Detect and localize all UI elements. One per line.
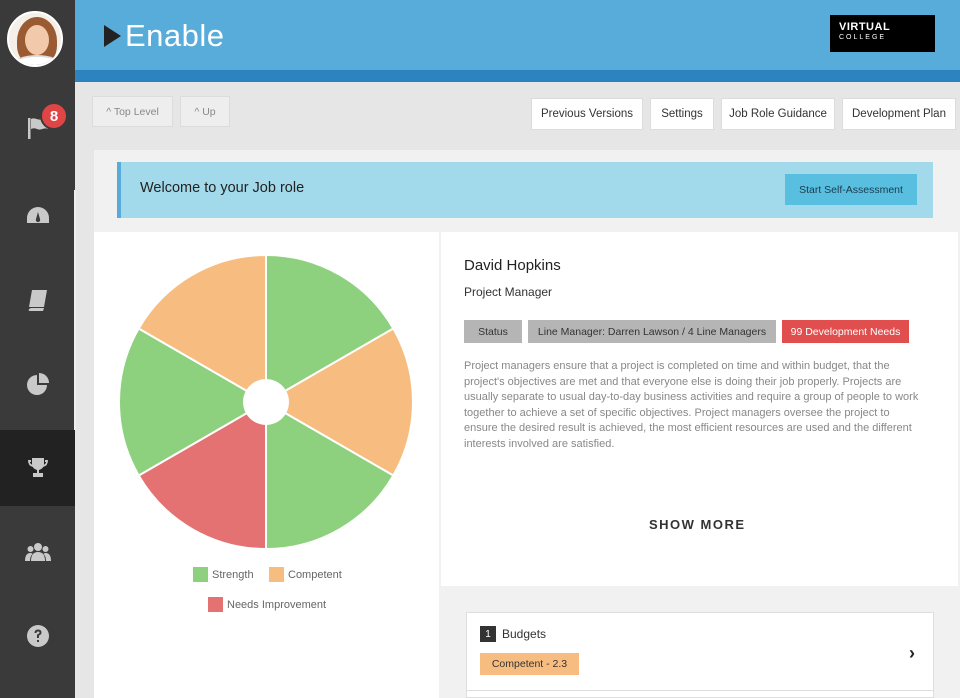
donut-slice-needs-improvement[interactable] bbox=[137, 411, 267, 551]
competency-number: 1 bbox=[480, 626, 496, 642]
app-brand[interactable]: Enable bbox=[104, 18, 225, 54]
sidebar-item-courses[interactable] bbox=[0, 262, 75, 338]
competency-title: Budgets bbox=[502, 627, 547, 641]
notification-badge: 8 bbox=[40, 102, 68, 130]
sidebar-item-job-role[interactable] bbox=[0, 430, 75, 506]
person-name: David Hopkins bbox=[464, 257, 561, 274]
book-icon bbox=[28, 290, 47, 311]
legend-label: Competent bbox=[288, 568, 342, 581]
donut-slice-strength[interactable] bbox=[265, 253, 395, 393]
donut-slice-competent[interactable] bbox=[137, 253, 267, 393]
settings-button[interactable]: Settings bbox=[650, 98, 714, 130]
donut-slice-competent[interactable] bbox=[283, 327, 414, 477]
donut-slice-strength[interactable] bbox=[118, 327, 249, 477]
donut-slice-strength[interactable] bbox=[265, 411, 395, 551]
legend-item-needs-improvement: Needs Improvement bbox=[208, 597, 326, 612]
start-self-assessment-button[interactable]: Start Self-Assessment bbox=[785, 174, 917, 205]
app-name: Enable bbox=[125, 18, 225, 53]
development-plan-button[interactable]: Development Plan bbox=[842, 98, 956, 130]
competency-rating-badge: Competent - 2.3 bbox=[480, 653, 579, 675]
legend-swatch-competent bbox=[269, 567, 284, 582]
logo-line-1: VIRTUAL bbox=[839, 21, 891, 33]
legend-swatch-needs-improvement bbox=[208, 597, 223, 612]
competency-chart-card: Strength Competent Needs Improvement bbox=[94, 232, 439, 698]
show-more-button[interactable]: SHOW MORE bbox=[649, 517, 746, 532]
sidebar-item-reports[interactable] bbox=[0, 346, 75, 422]
up-button[interactable]: ^ Up bbox=[180, 96, 230, 127]
pie-chart-icon bbox=[26, 373, 49, 395]
help-icon bbox=[26, 625, 49, 647]
dashboard-gauge-icon bbox=[26, 207, 49, 223]
development-needs-tag[interactable]: 99 Development Needs bbox=[782, 320, 909, 343]
list-divider bbox=[466, 690, 934, 691]
avatar[interactable] bbox=[7, 11, 63, 67]
legend-label: Strength bbox=[212, 568, 254, 581]
sidebar-item-team[interactable] bbox=[0, 514, 75, 590]
profile-card bbox=[441, 232, 958, 586]
top-level-button[interactable]: ^ Top Level bbox=[92, 96, 173, 127]
people-icon bbox=[24, 543, 51, 561]
sidebar-divider bbox=[74, 190, 76, 430]
legend-item-strength: Strength bbox=[193, 567, 254, 582]
legend-item-competent: Competent bbox=[269, 567, 342, 582]
status-tag[interactable]: Status bbox=[464, 320, 522, 343]
chevron-right-icon[interactable]: › bbox=[909, 643, 915, 663]
sidebar-item-dashboard[interactable] bbox=[0, 178, 75, 254]
virtual-college-logo: VIRTUAL COLLEGE bbox=[830, 15, 935, 52]
sidebar-item-notifications[interactable] bbox=[0, 90, 75, 166]
legend-label: Needs Improvement bbox=[227, 598, 327, 611]
previous-versions-button[interactable]: Previous Versions bbox=[531, 98, 643, 130]
role-description: Project managers ensure that a project i… bbox=[464, 360, 919, 450]
trophy-icon bbox=[27, 458, 48, 477]
sidebar-item-help[interactable] bbox=[0, 598, 75, 674]
welcome-text: Welcome to your Job role bbox=[140, 180, 305, 196]
person-role: Project Manager bbox=[464, 285, 553, 299]
competency-donut-chart bbox=[118, 253, 414, 551]
header bbox=[75, 0, 960, 70]
welcome-banner: Welcome to your Job role Start Self-Asse… bbox=[117, 162, 933, 218]
line-manager-tag[interactable]: Line Manager: Darren Lawson / 4 Line Man… bbox=[528, 320, 776, 343]
legend-swatch-strength bbox=[193, 567, 208, 582]
job-role-guidance-button[interactable]: Job Role Guidance bbox=[721, 98, 835, 130]
header-stripe bbox=[75, 70, 960, 82]
logo-line-2: COLLEGE bbox=[839, 34, 887, 41]
play-icon bbox=[104, 25, 121, 47]
